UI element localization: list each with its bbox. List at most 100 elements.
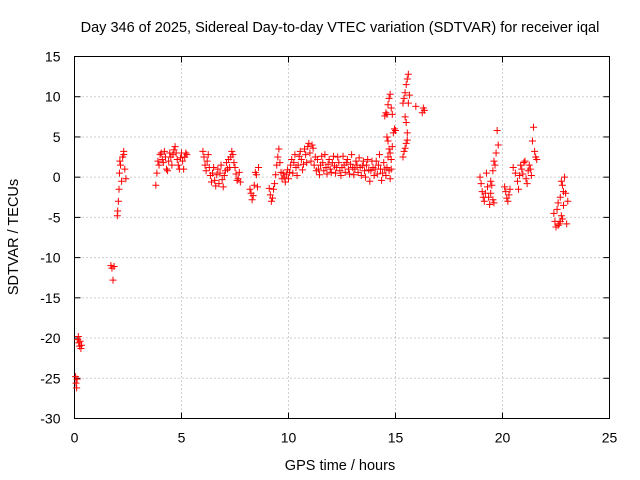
y-tick-label: -15 bbox=[40, 290, 60, 306]
data-point bbox=[354, 168, 362, 176]
data-point bbox=[265, 184, 273, 192]
data-point bbox=[299, 160, 307, 168]
data-point bbox=[332, 169, 340, 177]
data-point bbox=[478, 188, 486, 196]
data-point bbox=[180, 165, 188, 173]
data-point bbox=[78, 341, 86, 349]
data-point bbox=[502, 188, 510, 196]
data-point bbox=[179, 157, 187, 165]
data-point bbox=[521, 157, 529, 165]
data-point bbox=[402, 81, 410, 89]
y-tick-label: 5 bbox=[53, 129, 61, 145]
data-point bbox=[109, 276, 117, 284]
data-point bbox=[308, 141, 316, 149]
data-point bbox=[528, 137, 536, 145]
data-point bbox=[267, 197, 275, 205]
data-point bbox=[488, 181, 496, 189]
data-point bbox=[304, 143, 312, 151]
data-point bbox=[168, 161, 176, 169]
data-point bbox=[166, 149, 174, 157]
data-point bbox=[165, 157, 173, 165]
data-point bbox=[321, 151, 329, 159]
data-point bbox=[388, 110, 396, 118]
y-tick-labels: -30 -25 -20 -15 -10 -5 0 5 10 15 bbox=[40, 49, 60, 427]
data-point bbox=[217, 161, 225, 169]
data-point bbox=[530, 123, 538, 131]
data-point bbox=[358, 162, 366, 170]
data-point bbox=[384, 101, 392, 109]
data-point bbox=[174, 161, 182, 169]
data-point bbox=[228, 147, 236, 155]
data-point bbox=[275, 145, 283, 153]
data-point bbox=[72, 379, 80, 387]
data-point bbox=[73, 375, 81, 383]
data-point bbox=[290, 159, 298, 167]
data-point bbox=[511, 169, 519, 177]
data-point bbox=[505, 191, 513, 199]
data-point bbox=[230, 159, 238, 167]
data-point bbox=[386, 90, 394, 98]
data-point bbox=[276, 159, 284, 167]
data-point bbox=[516, 172, 524, 180]
data-point bbox=[183, 151, 191, 159]
data-point bbox=[556, 193, 564, 201]
data-point bbox=[297, 155, 305, 163]
data-point bbox=[400, 147, 408, 155]
x-tick-label: 20 bbox=[495, 430, 511, 446]
data-point bbox=[366, 177, 374, 185]
data-point bbox=[386, 175, 394, 183]
data-point bbox=[557, 212, 565, 220]
data-point bbox=[203, 157, 211, 165]
data-point bbox=[362, 173, 370, 181]
data-point bbox=[485, 193, 493, 201]
data-points bbox=[72, 70, 572, 392]
data-point bbox=[378, 176, 386, 184]
data-point bbox=[403, 129, 411, 137]
y-axis-label: SDTVAR / TECUs bbox=[6, 179, 22, 295]
data-point bbox=[307, 157, 315, 165]
data-point bbox=[115, 185, 123, 193]
data-point bbox=[520, 159, 528, 167]
data-point bbox=[202, 167, 210, 175]
data-point bbox=[533, 155, 541, 163]
data-point bbox=[489, 167, 497, 175]
data-point bbox=[296, 147, 304, 155]
data-point bbox=[303, 159, 311, 167]
data-point bbox=[401, 113, 409, 121]
data-point bbox=[323, 170, 331, 178]
data-point bbox=[522, 175, 530, 183]
data-point bbox=[482, 169, 490, 177]
data-point bbox=[120, 151, 128, 159]
data-point bbox=[326, 165, 334, 173]
data-point bbox=[383, 133, 391, 141]
data-point bbox=[387, 104, 395, 112]
data-point bbox=[492, 149, 500, 157]
data-point bbox=[152, 181, 160, 189]
data-point bbox=[117, 161, 125, 169]
data-point bbox=[164, 167, 172, 175]
data-point bbox=[201, 161, 209, 169]
grid-layer bbox=[74, 56, 610, 419]
data-point bbox=[213, 171, 221, 179]
data-point bbox=[216, 169, 224, 177]
data-point bbox=[342, 159, 350, 167]
data-point bbox=[110, 262, 118, 270]
data-point bbox=[207, 178, 215, 186]
plot-frame bbox=[74, 56, 610, 419]
data-point bbox=[74, 332, 82, 340]
data-point bbox=[348, 151, 356, 159]
data-point bbox=[173, 155, 181, 163]
data-point bbox=[313, 155, 321, 163]
data-point bbox=[561, 173, 569, 181]
data-point bbox=[182, 149, 190, 157]
x-tick-label: 5 bbox=[178, 430, 186, 446]
data-point bbox=[392, 127, 399, 135]
data-point bbox=[382, 172, 390, 180]
data-point bbox=[169, 151, 177, 159]
data-point bbox=[400, 94, 408, 102]
data-point bbox=[402, 139, 410, 147]
data-point bbox=[384, 137, 392, 145]
data-point bbox=[506, 185, 514, 193]
data-point bbox=[324, 160, 332, 168]
data-point bbox=[487, 189, 495, 197]
